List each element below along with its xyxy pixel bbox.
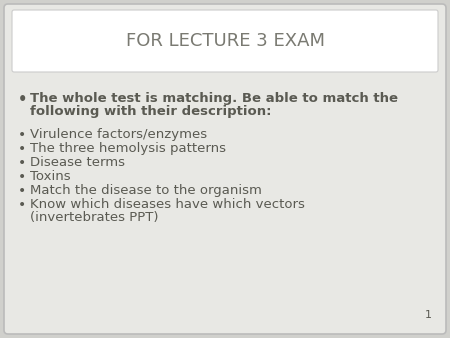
Text: The three hemolysis patterns: The three hemolysis patterns [30, 142, 226, 155]
Text: Virulence factors/enzymes: Virulence factors/enzymes [30, 128, 207, 141]
Text: •: • [18, 92, 27, 107]
Text: 1: 1 [425, 310, 432, 320]
Text: •: • [18, 184, 26, 198]
Text: •: • [18, 170, 26, 184]
Text: •: • [18, 128, 26, 142]
Text: FOR LECTURE 3 EXAM: FOR LECTURE 3 EXAM [126, 32, 324, 50]
Text: following with their description:: following with their description: [30, 105, 271, 118]
Text: Disease terms: Disease terms [30, 156, 125, 169]
FancyBboxPatch shape [12, 10, 438, 72]
Text: •: • [18, 198, 26, 212]
Text: (invertebrates PPT): (invertebrates PPT) [30, 211, 158, 224]
FancyBboxPatch shape [4, 4, 446, 334]
Text: Match the disease to the organism: Match the disease to the organism [30, 184, 262, 197]
Text: Toxins: Toxins [30, 170, 71, 183]
Text: •: • [18, 142, 26, 156]
Text: The whole test is matching. Be able to match the: The whole test is matching. Be able to m… [30, 92, 398, 105]
Text: •: • [18, 156, 26, 170]
Text: Know which diseases have which vectors: Know which diseases have which vectors [30, 198, 305, 211]
